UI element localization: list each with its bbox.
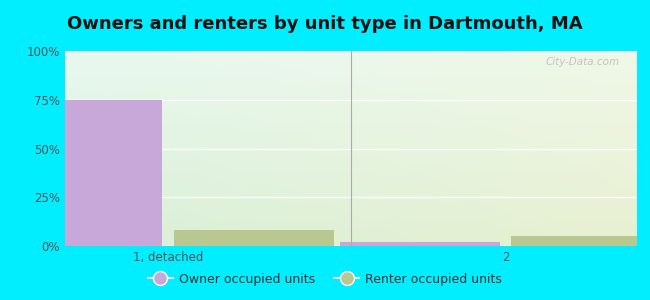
Bar [339, 242, 500, 246]
Legend: Owner occupied units, Renter occupied units: Owner occupied units, Renter occupied un… [143, 268, 507, 291]
Text: Owners and renters by unit type in Dartmouth, MA: Owners and renters by unit type in Dartm… [67, 15, 583, 33]
Text: City-Data.com: City-Data.com [546, 57, 620, 67]
Bar [511, 236, 650, 246]
Bar [174, 230, 334, 246]
Bar [2, 100, 162, 246]
